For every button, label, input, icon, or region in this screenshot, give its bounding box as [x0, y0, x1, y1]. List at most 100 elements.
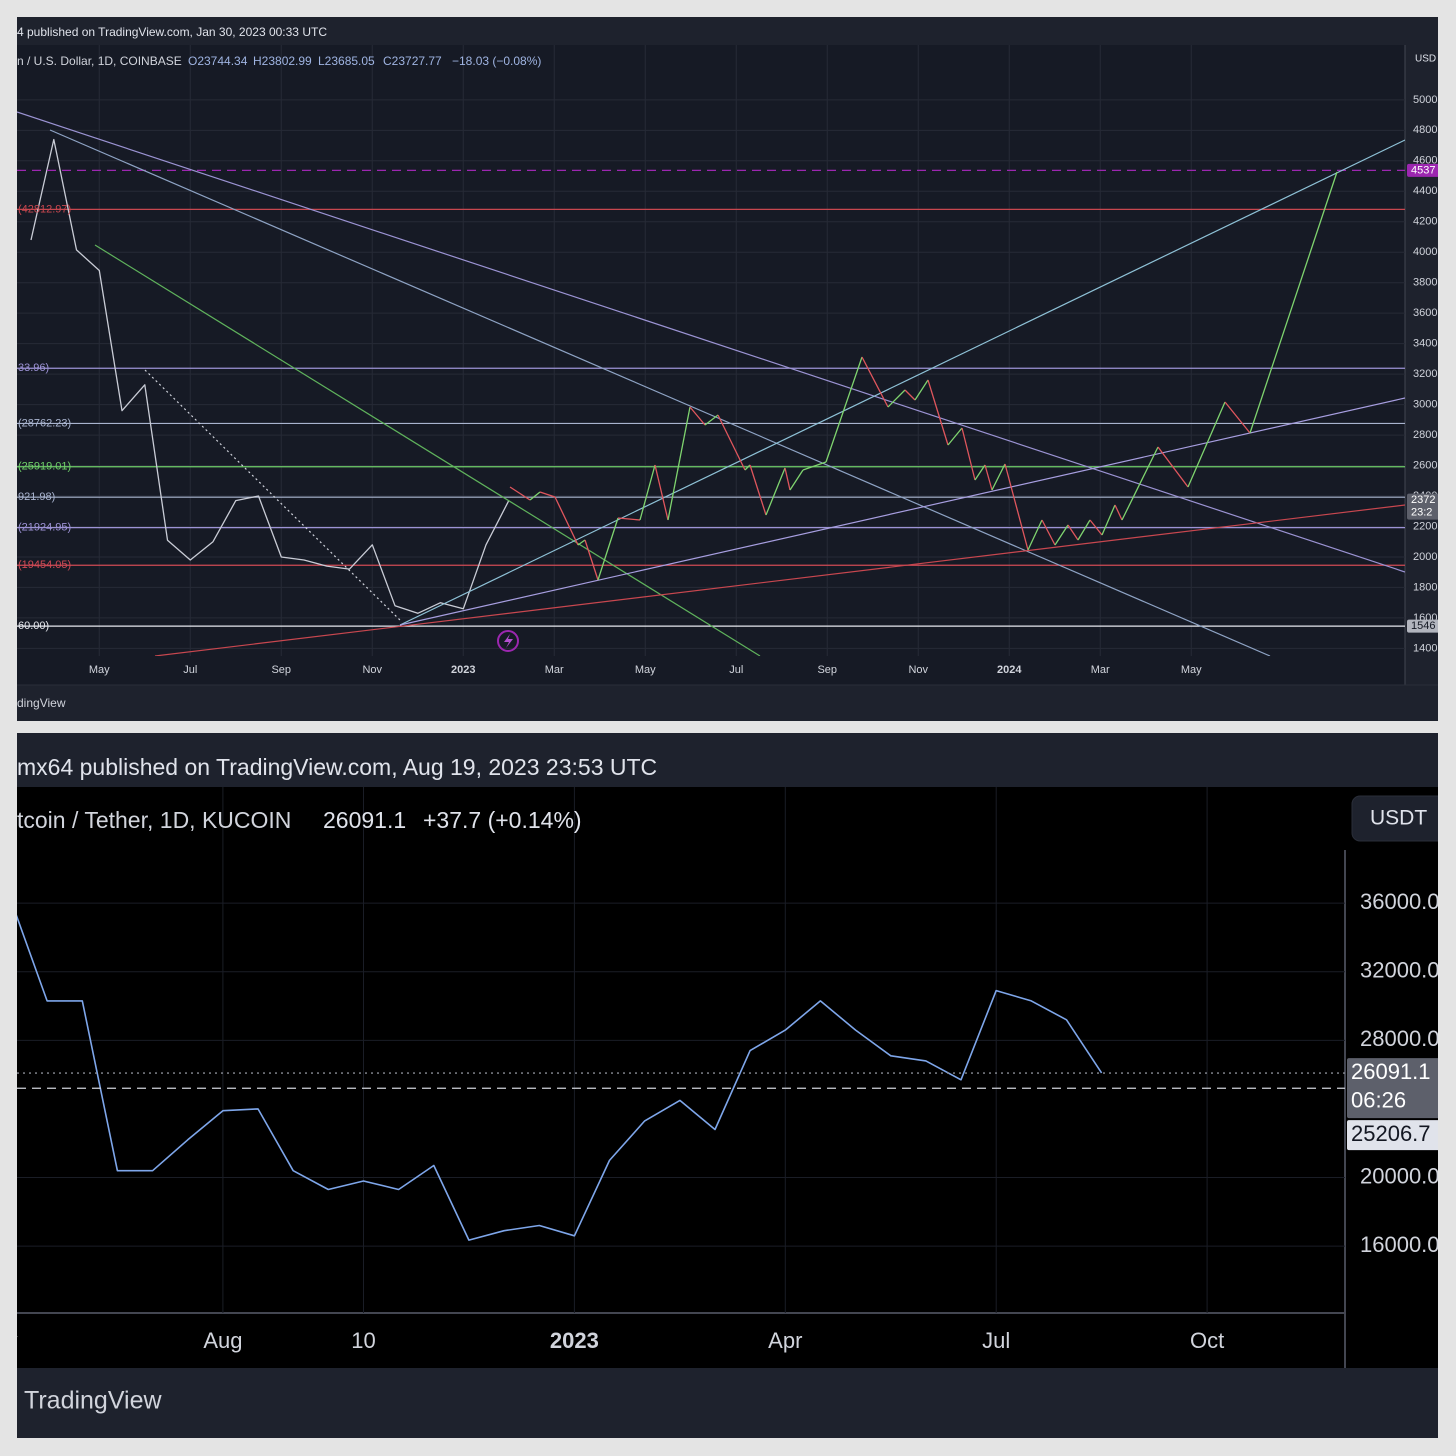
projection-segment — [765, 467, 786, 516]
x-tick-label: May — [635, 664, 656, 676]
x-tick-label: Apr — [768, 1328, 802, 1353]
y-tick-label: 28000.0 — [1360, 1026, 1440, 1051]
projection-segment — [1067, 524, 1079, 541]
level-label: (21924.95) — [18, 522, 71, 534]
level-label: 60.00) — [18, 620, 49, 632]
y-tick-label: 4000 — [1413, 246, 1437, 258]
projection-segment — [1249, 171, 1338, 434]
y-tick-label: 1400 — [1413, 642, 1437, 654]
x-tick-label: Oct — [1190, 1328, 1224, 1353]
publish-title: 4 published on TradingView.com, Jan 30, … — [17, 25, 327, 39]
projection-segment — [717, 414, 746, 471]
level-label: 921.98) — [18, 491, 55, 503]
projection-segment — [529, 491, 541, 501]
y-tick-label: 16000.0 — [1360, 1232, 1440, 1257]
price-tag-label: 1546 — [1411, 620, 1435, 632]
price-tag-label: 2372 — [1411, 494, 1435, 506]
projection-segment — [639, 464, 656, 521]
x-tick-label: Jul — [729, 664, 743, 676]
y-tick-label: 3800 — [1413, 277, 1437, 289]
projection-segment — [744, 464, 751, 471]
price-tag — [1407, 163, 1438, 177]
projection-segment — [1224, 401, 1251, 434]
projection-segment — [667, 406, 691, 521]
projection-segment — [1187, 401, 1226, 488]
price-tag — [1407, 493, 1438, 520]
plot-background — [17, 787, 1438, 1368]
y-tick-label: 4600 — [1413, 155, 1437, 167]
projection-segment — [1157, 446, 1189, 488]
x-tick-label: 2024 — [997, 664, 1022, 676]
y-tick-label: 3600 — [1413, 307, 1437, 319]
x-tick-label: Jul — [982, 1328, 1010, 1353]
price-tag — [1347, 1058, 1438, 1119]
countdown: 06:26 — [1351, 1087, 1406, 1112]
level-label: (28762.23) — [18, 417, 71, 429]
event-icon[interactable] — [497, 630, 519, 652]
projection-segment — [704, 414, 719, 426]
y-tick-label: 2200 — [1413, 520, 1437, 532]
x-tick-label: Sep — [817, 664, 837, 676]
y-tick-label: 4800 — [1413, 124, 1437, 136]
projection-segment — [654, 464, 669, 521]
y-tick-label: 3000 — [1413, 398, 1437, 410]
y-tick-label: 2800 — [1413, 429, 1437, 441]
ohlc-value: O23744.34 — [188, 54, 248, 68]
currency-button[interactable] — [1351, 795, 1452, 842]
projection-segment — [617, 517, 641, 521]
x-tick-label: 10 — [351, 1328, 375, 1353]
projection-segment — [947, 427, 963, 446]
projection-segment — [554, 496, 579, 546]
projection-segment — [802, 461, 827, 471]
projection-segment — [1077, 519, 1091, 541]
projection-segment — [789, 469, 804, 491]
y-tick-label: 4200 — [1413, 216, 1437, 228]
projection-segment — [584, 539, 599, 581]
projection-segment — [1054, 524, 1069, 546]
top-panel: 5000 4800 4600 4400 4200 4000 3800 3600 3400 3200… — [17, 17, 1438, 721]
projection-segment — [539, 491, 556, 498]
publish-title: mx64 published on TradingView.com, Aug 1… — [17, 754, 657, 780]
y-tick-label: 5000 — [1413, 94, 1437, 106]
trend-line — [49, 129, 1271, 656]
ohlc-value: H23802.99 — [253, 54, 312, 68]
x-tick-label: Sep — [271, 664, 291, 676]
x-tick-label: Mar — [545, 664, 564, 676]
trend-line — [399, 397, 1405, 626]
projection-segment — [984, 464, 993, 491]
level-label: 33.96) — [18, 362, 49, 374]
price-change: −18.03 (−0.08%) — [452, 54, 541, 68]
x-tick-label: May — [1181, 664, 1202, 676]
projection-segment — [509, 486, 531, 501]
currency: USD — [1415, 54, 1436, 65]
projection-segment — [689, 406, 706, 426]
projection-segment — [927, 379, 949, 446]
y-tick-label: 2600 — [1413, 459, 1437, 471]
ohlc-value: C23727.77 — [383, 54, 442, 68]
bottom-chart: 36000.0 32000.0 28000.0 20000.0 16000.0 y Aug 1… — [17, 754, 1440, 1415]
trend-line — [154, 504, 1405, 656]
projection-segment — [887, 389, 906, 408]
plot-background — [17, 45, 1405, 685]
y-tick-label: 3200 — [1413, 368, 1437, 380]
y-tick-label: 20000.0 — [1360, 1163, 1440, 1188]
x-tick-label: Nov — [362, 664, 382, 676]
y-tick-label: 32000.0 — [1360, 958, 1440, 983]
brand: dingView — [17, 696, 66, 710]
x-tick-label: Aug — [203, 1328, 242, 1353]
price-tag — [1347, 1120, 1438, 1151]
x-tick-label: 2023 — [550, 1328, 599, 1353]
brand: TradingView — [24, 1387, 163, 1415]
projection-segment — [1027, 519, 1043, 551]
price-tag — [1407, 619, 1438, 633]
price-tag-label: 4537 — [1411, 164, 1435, 176]
currency: USDT — [1370, 807, 1427, 830]
last-price: 26091.1 — [323, 807, 406, 833]
projection-segment — [861, 356, 889, 408]
x-tick-label: 2023 — [451, 664, 475, 676]
plot-area — [17, 787, 1345, 1313]
y-tick-label: 36000.0 — [1360, 889, 1440, 914]
price-line — [30, 138, 510, 614]
